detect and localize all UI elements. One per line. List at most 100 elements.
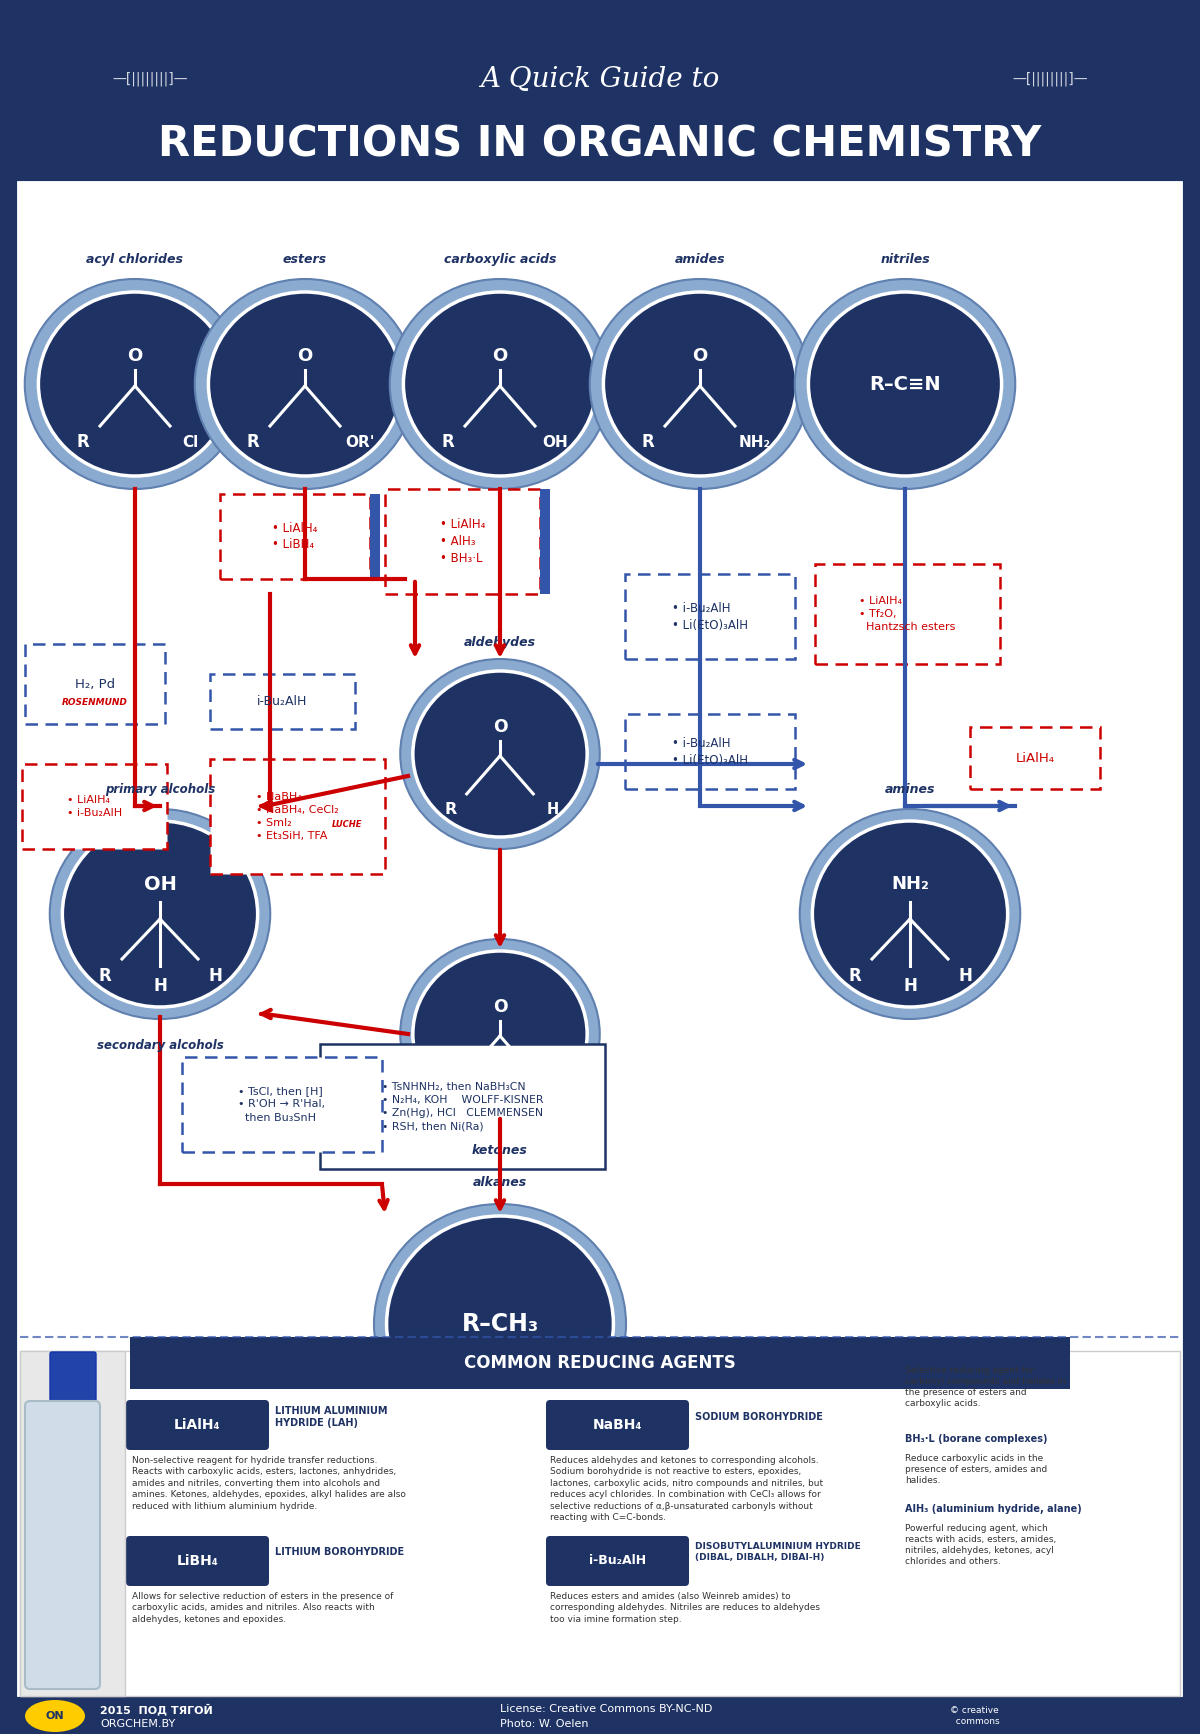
Ellipse shape	[209, 291, 402, 477]
Text: LUCHE: LUCHE	[331, 820, 362, 829]
Text: H: H	[958, 968, 972, 985]
Text: Reduce carboxylic acids in the
presence of esters, amides and
halides.: Reduce carboxylic acids in the presence …	[905, 1455, 1048, 1486]
Text: 2015  ПОД ТЯГОЙ: 2015 ПОД ТЯГОЙ	[100, 1703, 212, 1715]
Text: Powerful reducing agent, which
reacts with acids, esters, amides,
nitriles, alde: Powerful reducing agent, which reacts wi…	[905, 1524, 1056, 1566]
Text: R: R	[642, 434, 654, 451]
Text: H: H	[546, 801, 558, 817]
Text: O: O	[493, 999, 508, 1016]
Text: R: R	[442, 434, 455, 451]
Ellipse shape	[25, 279, 245, 489]
FancyBboxPatch shape	[815, 564, 1000, 664]
Text: NH₂: NH₂	[892, 876, 929, 893]
Ellipse shape	[413, 671, 587, 838]
Ellipse shape	[604, 291, 797, 477]
FancyBboxPatch shape	[970, 727, 1100, 789]
Text: O: O	[492, 347, 508, 364]
FancyBboxPatch shape	[25, 1401, 100, 1689]
Text: BH₃·L (borane complexes): BH₃·L (borane complexes)	[905, 1434, 1048, 1444]
Text: i-Bu₂AlH: i-Bu₂AlH	[589, 1554, 646, 1568]
FancyBboxPatch shape	[385, 489, 540, 595]
Text: • LiAlH₄
• LiBH₄: • LiAlH₄ • LiBH₄	[272, 522, 318, 551]
Text: NaBH₄: NaBH₄	[593, 1418, 642, 1432]
Text: H₂, Pd: H₂, Pd	[74, 678, 115, 690]
Text: LiBH₄: LiBH₄	[176, 1554, 218, 1568]
Text: secondary alcohols: secondary alcohols	[97, 1039, 223, 1053]
Text: amines: amines	[884, 784, 935, 796]
Text: OH: OH	[542, 435, 568, 449]
Text: • LiAlH₄
• AlH₃
• BH₃·L: • LiAlH₄ • AlH₃ • BH₃·L	[440, 518, 485, 565]
Text: H: H	[904, 976, 917, 995]
Text: Cl: Cl	[182, 435, 198, 449]
Ellipse shape	[386, 1216, 613, 1432]
Text: R–CH₃: R–CH₃	[462, 1313, 539, 1335]
Text: COMMON REDUCING AGENTS: COMMON REDUCING AGENTS	[464, 1354, 736, 1372]
Text: ketones: ketones	[472, 1144, 528, 1157]
Text: • LiAlH₄
• i-Bu₂AlH: • LiAlH₄ • i-Bu₂AlH	[67, 794, 122, 818]
Text: R: R	[444, 1082, 457, 1096]
FancyBboxPatch shape	[182, 1058, 382, 1151]
FancyBboxPatch shape	[546, 1399, 689, 1450]
FancyBboxPatch shape	[210, 759, 385, 874]
Text: Reduces esters and amides (also Weinreb amides) to
corresponding aldehydes. Nitr: Reduces esters and amides (also Weinreb …	[550, 1592, 820, 1625]
FancyBboxPatch shape	[320, 1044, 605, 1169]
Text: aldehydes: aldehydes	[464, 636, 536, 649]
Ellipse shape	[62, 820, 258, 1007]
Text: LiAlH₄: LiAlH₄	[174, 1418, 221, 1432]
Text: ORGCHEM.BY: ORGCHEM.BY	[100, 1718, 175, 1729]
Text: H: H	[154, 976, 167, 995]
Text: R: R	[848, 968, 862, 985]
FancyBboxPatch shape	[126, 1536, 269, 1587]
Text: R: R	[444, 801, 457, 817]
Ellipse shape	[401, 659, 600, 850]
Text: ON: ON	[46, 1711, 65, 1722]
Ellipse shape	[799, 810, 1020, 1020]
Text: i-Bu₂AlH: i-Bu₂AlH	[257, 695, 307, 707]
Text: • NaBH₄
• NaBH₄, CeCl₂
• SmI₂
• Et₃SiH, TFA: • NaBH₄ • NaBH₄, CeCl₂ • SmI₂ • Et₃SiH, …	[256, 792, 338, 841]
Text: • TsNHNH₂, then NaBH₃CN
• N₂H₄, KOH    WOLFF-KISNER
• Zn(Hg), HCl   CLEMMENSEN
•: • TsNHNH₂, then NaBH₃CN • N₂H₄, KOH WOLF…	[382, 1082, 544, 1131]
Ellipse shape	[812, 820, 1008, 1007]
Text: O: O	[493, 718, 508, 737]
Text: A Quick Guide to: A Quick Guide to	[480, 66, 720, 92]
FancyBboxPatch shape	[130, 1337, 1070, 1389]
Text: Allows for selective reduction of esters in the presence of
carboxylic acids, am: Allows for selective reduction of esters…	[132, 1592, 394, 1625]
Text: —[||||||||]—: —[||||||||]—	[1013, 71, 1087, 87]
FancyBboxPatch shape	[50, 1353, 96, 1401]
Text: DISOBUTYLALUMINIUM HYDRIDE
(DIBAL, DIBALH, DIBAI-H): DISOBUTYLALUMINIUM HYDRIDE (DIBAL, DIBAL…	[695, 1542, 860, 1562]
Text: Photo: W. Oelen: Photo: W. Oelen	[500, 1718, 588, 1729]
Text: • LiAlH₄
• Tf₂O,
  Hantzsch esters: • LiAlH₄ • Tf₂O, Hantzsch esters	[859, 596, 955, 633]
FancyBboxPatch shape	[625, 574, 796, 659]
Text: alkanes: alkanes	[473, 1176, 527, 1190]
Ellipse shape	[49, 810, 270, 1020]
Text: OH: OH	[144, 874, 176, 893]
FancyBboxPatch shape	[126, 1399, 269, 1450]
Text: Selective reducing agent for
carbonyl compounds and halides in
the presence of e: Selective reducing agent for carbonyl co…	[905, 1366, 1066, 1408]
Text: SODIUM BOROHYDRIDE: SODIUM BOROHYDRIDE	[695, 1411, 823, 1422]
Bar	[370, 494, 380, 579]
Ellipse shape	[403, 291, 596, 477]
Text: R': R'	[545, 1082, 560, 1096]
FancyBboxPatch shape	[25, 643, 166, 725]
Text: ROSENMUND: ROSENMUND	[62, 697, 128, 706]
Text: esters: esters	[283, 253, 328, 265]
Text: amides: amides	[674, 253, 725, 265]
FancyBboxPatch shape	[22, 765, 167, 850]
Text: • i-Bu₂AlH
• Li(EtO)₃AlH: • i-Bu₂AlH • Li(EtO)₃AlH	[672, 737, 748, 766]
Text: Non-selective reagent for hydride transfer reductions.
Reacts with carboxylic ac: Non-selective reagent for hydride transf…	[132, 1457, 406, 1510]
Text: H: H	[208, 968, 222, 985]
Ellipse shape	[25, 1699, 85, 1732]
Ellipse shape	[809, 291, 1002, 477]
FancyBboxPatch shape	[20, 1351, 125, 1696]
Text: AlH₃ (aluminium hydride, alane): AlH₃ (aluminium hydride, alane)	[905, 1503, 1081, 1514]
Ellipse shape	[401, 940, 600, 1129]
Text: LiAlH₄: LiAlH₄	[1015, 751, 1055, 765]
Text: O: O	[298, 347, 313, 364]
Text: O: O	[692, 347, 708, 364]
Text: • i-Bu₂AlH
• Li(EtO)₃AlH: • i-Bu₂AlH • Li(EtO)₃AlH	[672, 602, 748, 631]
Text: Reduces aldehydes and ketones to corresponding alcohols.
Sodium borohydride is n: Reduces aldehydes and ketones to corresp…	[550, 1457, 823, 1522]
Bar	[540, 489, 550, 595]
FancyBboxPatch shape	[14, 179, 1186, 1699]
Text: • TsCl, then [H]
• R'OH → R'Hal,
  then Bu₃SnH: • TsCl, then [H] • R'OH → R'Hal, then Bu…	[239, 1085, 325, 1122]
Text: R: R	[98, 968, 112, 985]
Ellipse shape	[194, 279, 415, 489]
Text: R: R	[77, 434, 89, 451]
